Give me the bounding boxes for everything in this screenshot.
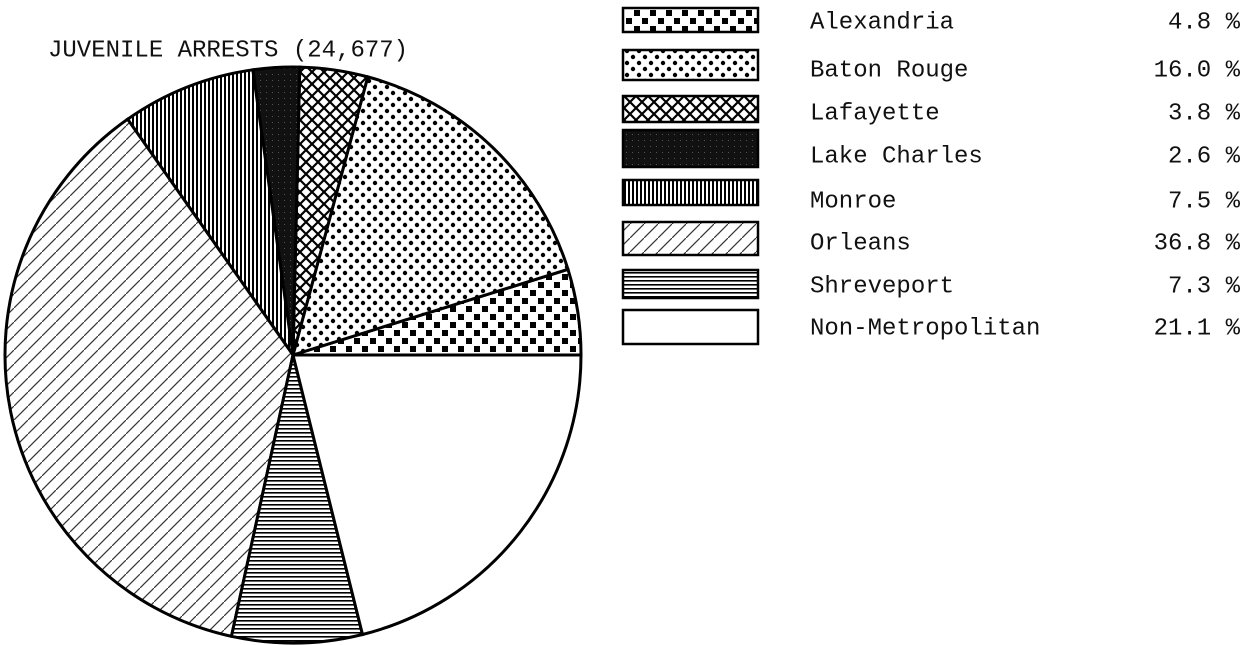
legend-value: 21.1 % bbox=[1154, 315, 1241, 342]
legend-label: Monroe bbox=[810, 188, 896, 215]
legend-value: 16.0 % bbox=[1154, 57, 1241, 84]
legend-label: Lake Charles bbox=[810, 143, 983, 170]
legend-swatch bbox=[621, 48, 760, 82]
legend-label: Lafayette bbox=[810, 100, 940, 127]
legend-value: 4.8 % bbox=[1168, 9, 1241, 36]
legend-label: Baton Rouge bbox=[810, 57, 968, 84]
legend-swatch bbox=[621, 268, 760, 300]
legend-value: 7.5 % bbox=[1168, 188, 1241, 215]
legend-value: 2.6 % bbox=[1168, 143, 1241, 170]
pie-slice bbox=[3, 117, 295, 639]
legend-value: 3.8 % bbox=[1168, 100, 1241, 127]
legend-swatch bbox=[621, 128, 760, 169]
legend-swatch bbox=[621, 94, 760, 124]
legend-value: 36.8 % bbox=[1154, 230, 1241, 257]
legend-label: Alexandria bbox=[810, 9, 954, 36]
chart-title: JUVENILE ARRESTS (24,677) bbox=[48, 37, 408, 64]
legend-swatch bbox=[621, 178, 760, 207]
legend-label: Orleans bbox=[810, 230, 911, 257]
legend-swatch bbox=[621, 308, 760, 346]
legend-label: Non-Metropolitan bbox=[810, 315, 1040, 342]
legend-swatch bbox=[621, 6, 760, 34]
legend-swatch bbox=[621, 220, 760, 257]
legend-label: Shreveport bbox=[810, 273, 954, 300]
pie-slice bbox=[291, 353, 583, 637]
pie-slice bbox=[125, 68, 295, 356]
pie-slice bbox=[290, 75, 570, 358]
legend-value: 7.3 % bbox=[1168, 273, 1241, 300]
pie-slice bbox=[229, 354, 365, 645]
